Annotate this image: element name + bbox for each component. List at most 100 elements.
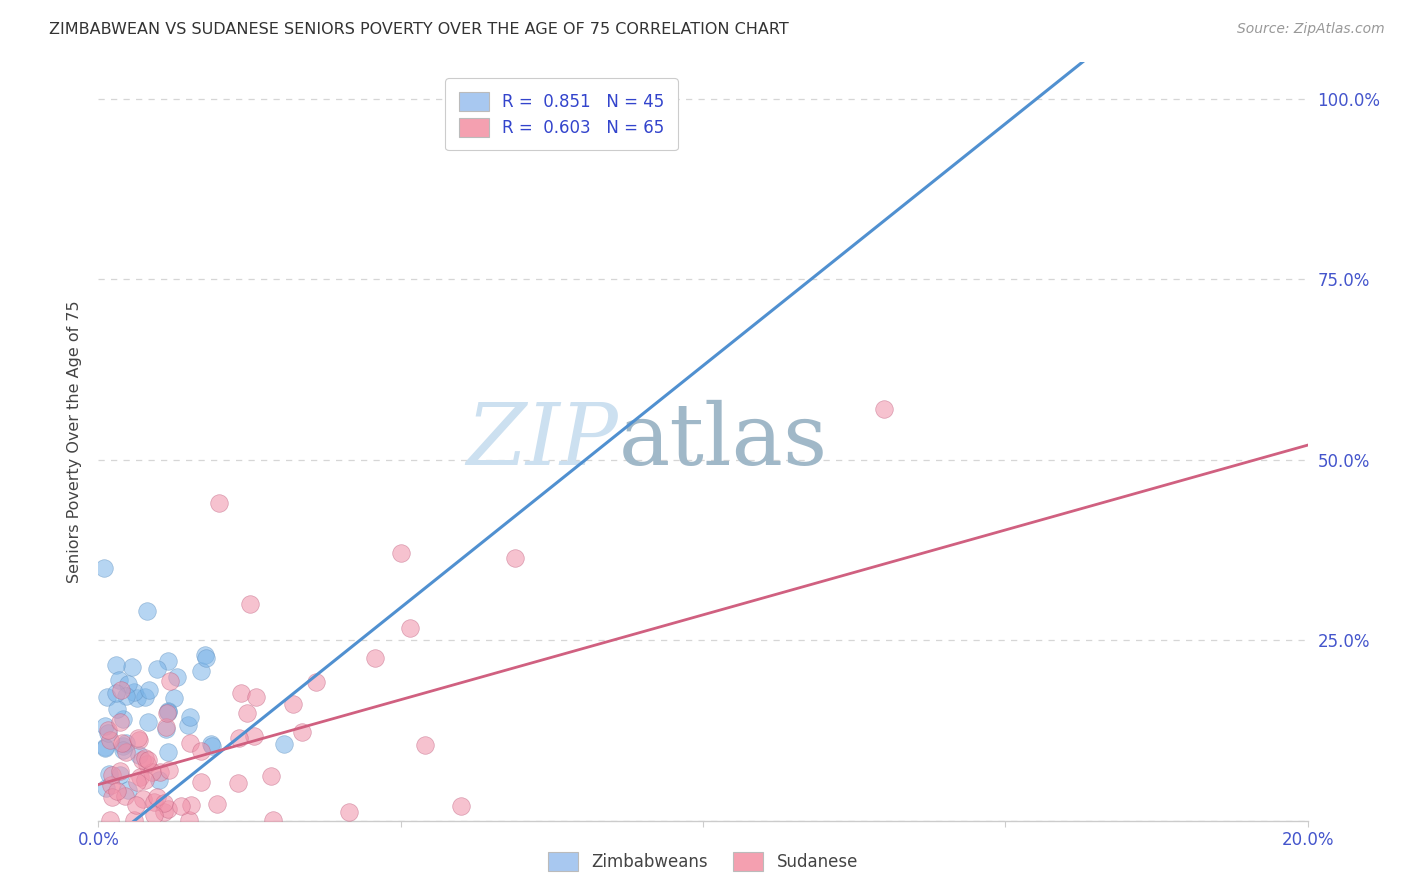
Point <box>105 686 128 700</box>
Point <box>107 673 129 687</box>
Point <box>239 597 262 611</box>
Point <box>450 799 472 814</box>
Point <box>208 496 231 510</box>
Point <box>389 546 412 560</box>
Point <box>125 775 148 789</box>
Point <box>260 768 283 782</box>
Point <box>228 731 250 745</box>
Point <box>131 792 153 806</box>
Point <box>156 654 179 668</box>
Point <box>136 714 159 729</box>
Point <box>134 773 156 788</box>
Point <box>117 677 139 691</box>
Point <box>128 733 150 747</box>
Point <box>200 737 222 751</box>
Point <box>134 690 156 704</box>
Point <box>177 718 200 732</box>
Point <box>159 674 181 689</box>
Point <box>156 745 179 759</box>
Point <box>98 733 121 747</box>
Point <box>124 813 146 827</box>
Point <box>364 651 387 665</box>
Point <box>111 739 134 753</box>
Point <box>231 686 253 700</box>
Point <box>153 805 176 819</box>
Point <box>100 789 122 804</box>
Point <box>117 783 139 797</box>
Point <box>111 743 134 757</box>
Point <box>155 706 177 720</box>
Point <box>138 682 160 697</box>
Point <box>245 690 267 704</box>
Point <box>125 690 148 705</box>
Point <box>108 768 131 782</box>
Point <box>195 651 218 665</box>
Point <box>155 721 177 735</box>
Point <box>108 764 131 779</box>
Point <box>115 689 138 703</box>
Point <box>399 621 422 635</box>
Legend: Zimbabweans, Sudanese: Zimbabweans, Sudanese <box>540 843 866 880</box>
Point <box>291 725 314 739</box>
Point <box>148 772 170 787</box>
Point <box>179 736 201 750</box>
Point <box>128 747 150 762</box>
Point <box>101 768 124 782</box>
Point <box>145 662 167 676</box>
Point <box>153 796 176 810</box>
Point <box>226 775 249 789</box>
Point <box>503 551 526 566</box>
Y-axis label: Seniors Poverty Over the Age of 75: Seniors Poverty Over the Age of 75 <box>66 301 82 582</box>
Point <box>94 741 117 756</box>
Point <box>105 658 128 673</box>
Point <box>179 710 201 724</box>
Point <box>205 797 228 812</box>
Point <box>105 702 128 716</box>
Point <box>166 670 188 684</box>
Point <box>873 402 896 417</box>
Point <box>122 685 145 699</box>
Point <box>190 664 212 678</box>
Point <box>146 790 169 805</box>
Point <box>94 739 117 754</box>
Point <box>243 729 266 743</box>
Point <box>93 561 115 575</box>
Point <box>413 738 436 752</box>
Point <box>98 813 121 827</box>
Point <box>112 712 135 726</box>
Point <box>339 805 361 819</box>
Point <box>157 705 180 719</box>
Point <box>201 739 224 753</box>
Point <box>141 765 163 780</box>
Point <box>97 723 120 737</box>
Point <box>157 704 180 718</box>
Point <box>180 797 202 812</box>
Text: Source: ZipAtlas.com: Source: ZipAtlas.com <box>1237 22 1385 37</box>
Point <box>235 706 257 720</box>
Point <box>105 784 128 798</box>
Text: ZIMBABWEAN VS SUDANESE SENIORS POVERTY OVER THE AGE OF 75 CORRELATION CHART: ZIMBABWEAN VS SUDANESE SENIORS POVERTY O… <box>49 22 789 37</box>
Point <box>111 736 134 750</box>
Point <box>143 808 166 822</box>
Legend: R =  0.851   N = 45, R =  0.603   N = 65: R = 0.851 N = 45, R = 0.603 N = 65 <box>446 78 678 150</box>
Point <box>94 718 117 732</box>
Point <box>305 675 328 690</box>
Point <box>110 715 132 730</box>
Text: ZIP: ZIP <box>467 401 619 483</box>
Text: atlas: atlas <box>619 400 828 483</box>
Point <box>262 813 284 827</box>
Point <box>134 751 156 765</box>
Point <box>170 799 193 814</box>
Point <box>157 802 180 816</box>
Point <box>142 795 165 809</box>
Point <box>96 781 118 796</box>
Point <box>135 604 157 618</box>
Point <box>97 726 120 740</box>
Point <box>155 722 177 736</box>
Point <box>190 744 212 758</box>
Point <box>110 682 132 697</box>
Point <box>131 753 153 767</box>
Point <box>136 757 159 772</box>
Point <box>194 648 217 663</box>
Point <box>115 736 138 750</box>
